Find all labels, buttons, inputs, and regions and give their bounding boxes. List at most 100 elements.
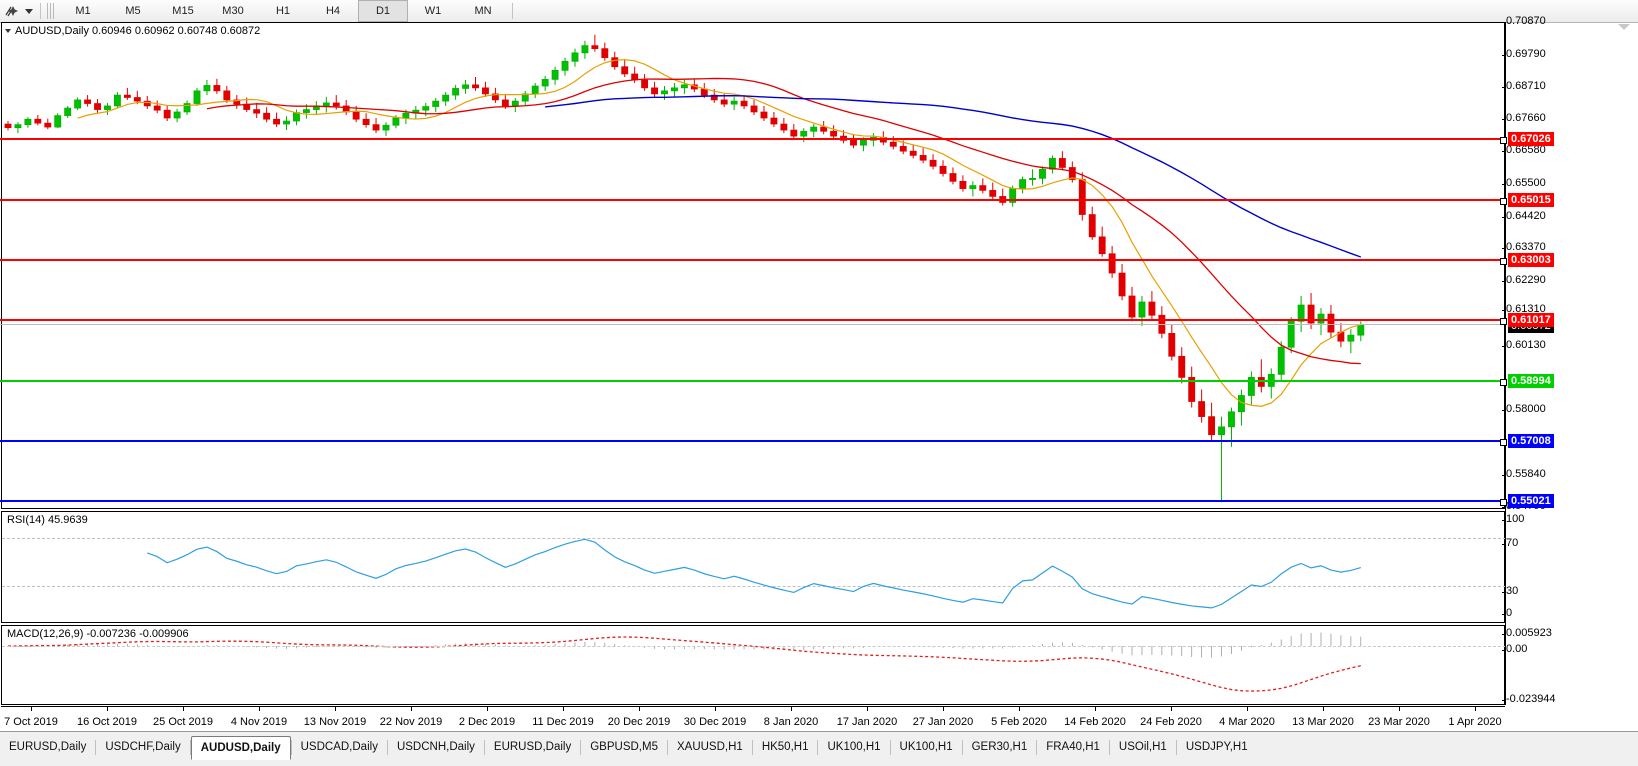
timeframe-mn[interactable]: MN — [474, 5, 492, 17]
date-label: 30 Dec 2019 — [683, 716, 747, 728]
level-price-tag: 0.67026 — [1508, 131, 1554, 146]
level-price-tag: 0.57008 — [1508, 434, 1554, 449]
tab-separator — [751, 740, 753, 755]
rsi-level-70-line — [2, 538, 1506, 539]
tab-separator — [483, 740, 485, 755]
chart-header: AUDUSD,Daily 0.60946 0.60962 0.60748 0.6… — [5, 25, 260, 37]
price-tick: 0.55840 — [1502, 468, 1546, 481]
tab-separator — [961, 740, 963, 755]
date-tick — [1323, 707, 1324, 711]
timeframe-m15[interactable]: M15 — [172, 5, 194, 17]
crosshair-cursor-icon[interactable] — [0, 1, 22, 21]
chart-tab-usdcnh-daily[interactable]: USDCNH,Daily — [396, 741, 475, 753]
price-level-line[interactable] — [0, 499, 1507, 507]
price-level-line[interactable] — [0, 197, 1507, 205]
date-label: 17 Jan 2020 — [836, 716, 898, 728]
level-drag-handle[interactable] — [1500, 499, 1507, 507]
chart-area: AUDUSD,Daily 0.60946 0.60962 0.60748 0.6… — [0, 15, 1638, 766]
toolbar-drag-handle[interactable] — [47, 3, 54, 19]
level-price-tag: 0.61017 — [1508, 313, 1554, 328]
toolbar-divider-right — [512, 3, 513, 19]
level-drag-handle[interactable] — [1500, 197, 1507, 205]
chart-tab-audusd-daily[interactable]: AUDUSD,Daily — [190, 736, 291, 760]
level-price-tag: 0.65015 — [1508, 192, 1554, 207]
chart-tab-usdcad-daily[interactable]: USDCAD,Daily — [300, 741, 378, 753]
price-level-line[interactable] — [0, 258, 1507, 266]
date-tick — [867, 707, 868, 711]
rsi-pane[interactable]: RSI(14) 45.9639 — [1, 511, 1506, 623]
tab-separator — [580, 740, 582, 755]
timeframe-group: M1 M5 M15 M30 H1 H4 D1 W1 MN — [58, 0, 508, 22]
tab-separator — [290, 740, 292, 755]
level-drag-handle[interactable] — [1500, 136, 1507, 144]
collapse-triangle-icon[interactable] — [5, 29, 11, 33]
chart-tab-hk50-h1[interactable]: HK50,H1 — [761, 741, 809, 753]
timeframe-m5[interactable]: M5 — [125, 5, 141, 17]
candlestick-plot — [4, 34, 1365, 503]
date-tick — [791, 707, 792, 711]
price-tick: 0.67660 — [1502, 111, 1546, 124]
date-label: 13 Mar 2020 — [1292, 716, 1354, 728]
price-tick: 0.58000 — [1502, 403, 1546, 416]
date-tick — [487, 707, 488, 711]
timeframe-d1[interactable]: D1 — [358, 0, 408, 22]
chart-tab-usdchf-daily[interactable]: USDCHF,Daily — [105, 741, 181, 753]
date-tick — [943, 707, 944, 711]
scroll-indicator-icon — [1618, 24, 1630, 30]
price-tick: 0.65500 — [1502, 176, 1546, 189]
chart-tab-uk100-h1[interactable]: UK100,H1 — [827, 741, 881, 753]
level-price-tag: 0.63003 — [1508, 253, 1554, 268]
price-tick: 0.64420 — [1502, 209, 1546, 222]
date-tick — [715, 707, 716, 711]
date-label: 23 Mar 2020 — [1368, 716, 1430, 728]
chart-tab-eurusd-daily[interactable]: EURUSD,Daily — [493, 741, 572, 753]
rsi-tick: 100 — [1501, 513, 1525, 525]
chart-tab-eurusd-daily[interactable]: EURUSD,Daily — [9, 741, 87, 753]
chart-tab-usoil-h1[interactable]: USOil,H1 — [1118, 741, 1167, 753]
price-level-line[interactable] — [0, 136, 1507, 144]
rsi-tick: 0 — [1501, 607, 1513, 619]
price-level-line[interactable] — [0, 439, 1507, 447]
price-tick: 0.62290 — [1502, 273, 1546, 286]
date-label: 5 Feb 2020 — [991, 716, 1047, 728]
level-drag-handle[interactable] — [1500, 258, 1507, 266]
level-drag-handle[interactable] — [1500, 439, 1507, 447]
price-pane[interactable]: AUDUSD,Daily 0.60946 0.60962 0.60748 0.6… — [1, 22, 1505, 509]
date-label: 11 Dec 2019 — [532, 716, 594, 728]
macd-pane[interactable]: MACD(12,26,9) -0.007236 -0.009906 — [1, 625, 1506, 705]
chart-tab-fra40-h1[interactable]: FRA40,H1 — [1046, 741, 1100, 753]
date-label: 27 Jan 2020 — [912, 716, 974, 728]
macd-scale[interactable]: 0.005923 0.00 -0.023944 — [1501, 625, 1638, 705]
level-drag-handle[interactable] — [1500, 318, 1507, 326]
macd-tick: 0.005923 — [1502, 627, 1552, 639]
timeframe-w1[interactable]: W1 — [424, 5, 442, 17]
tab-separator — [386, 740, 388, 755]
date-label: 4 Mar 2020 — [1219, 716, 1275, 728]
timeframe-h1[interactable]: H1 — [275, 5, 291, 17]
chart-tab-gbpusd-m5[interactable]: GBPUSD,M5 — [590, 741, 658, 753]
rsi-scale[interactable]: 100 70 30 0 — [1501, 511, 1638, 623]
tab-separator — [1175, 740, 1177, 755]
date-label: 22 Nov 2019 — [379, 716, 443, 728]
timeframe-m30[interactable]: M30 — [222, 5, 244, 17]
date-label: 14 Feb 2020 — [1064, 716, 1126, 728]
chart-tab-usdjpy-h1[interactable]: USDJPY,H1 — [1185, 741, 1248, 753]
timeframe-m1[interactable]: M1 — [75, 5, 91, 17]
tab-separator — [817, 740, 819, 755]
price-tick: 0.61310 — [1502, 303, 1546, 316]
date-label: 20 Dec 2019 — [607, 716, 671, 728]
date-axis[interactable]: 7 Oct 2019 16 Oct 2019 25 Oct 2019 4 Nov 20… — [1, 706, 1505, 732]
toolbar-dropdown-caret-icon[interactable] — [22, 1, 36, 21]
macd-zero-line — [2, 646, 1506, 647]
chart-tab-xauusd-h1[interactable]: XAUUSD,H1 — [676, 741, 743, 753]
chart-tab-ger30-h1[interactable]: GER30,H1 — [971, 741, 1028, 753]
timeframe-h4[interactable]: H4 — [325, 5, 341, 17]
price-level-line[interactable] — [0, 379, 1507, 387]
price-tick: 0.69790 — [1502, 47, 1546, 60]
level-drag-handle[interactable] — [1500, 379, 1507, 387]
date-tick — [1475, 707, 1476, 711]
tab-separator — [889, 740, 891, 755]
price-level-line[interactable] — [0, 318, 1507, 326]
chart-tab-uk100-h1[interactable]: UK100,H1 — [899, 741, 953, 753]
date-tick — [411, 707, 412, 711]
